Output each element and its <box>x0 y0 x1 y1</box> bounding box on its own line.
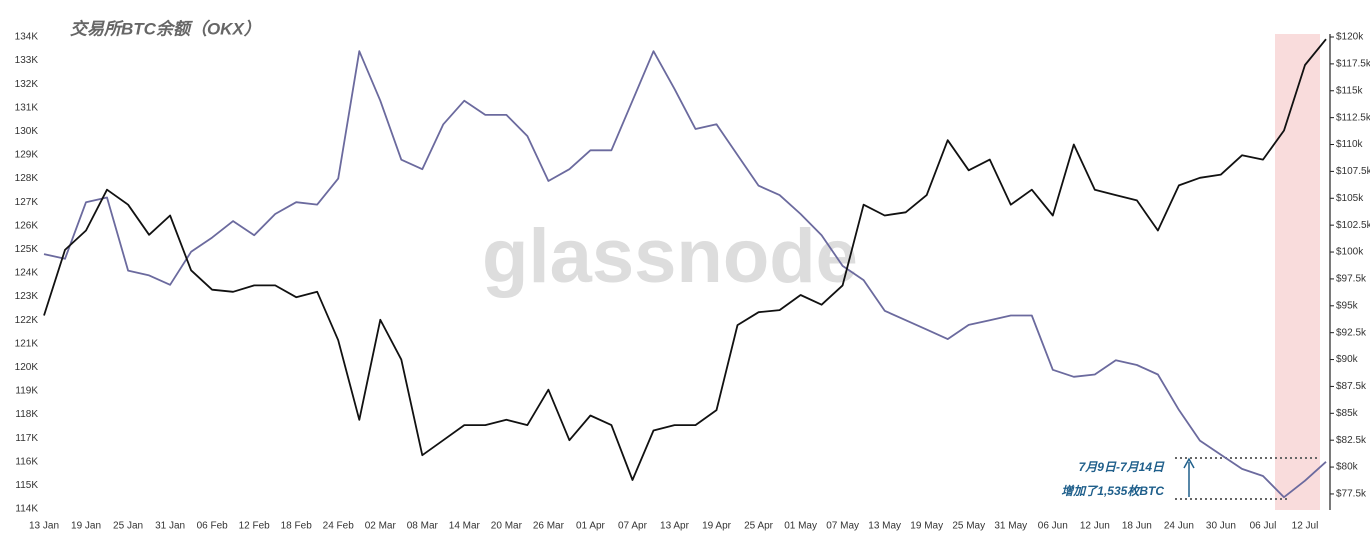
x-tick-label: 12 Jun <box>1080 521 1110 532</box>
x-tick-label: 25 May <box>952 521 985 532</box>
x-tick-label: 31 Jan <box>155 521 185 532</box>
data-line <box>43 50 1327 499</box>
x-tick-label: 25 Jan <box>113 521 143 532</box>
x-tick-label: 12 Jul <box>1292 521 1319 532</box>
y2-tick-label: $90k <box>1336 354 1359 365</box>
x-tick-label: 07 Apr <box>618 521 648 532</box>
x-tick-label: 01 Apr <box>576 521 606 532</box>
x-tick-label: 13 Jan <box>29 521 59 532</box>
x-tick-label: 30 Jun <box>1206 521 1236 532</box>
y2-tick-label: $80k <box>1336 462 1359 473</box>
y-tick-label: 114K <box>15 504 38 515</box>
y-tick-label: 122K <box>15 315 39 326</box>
x-tick-label: 13 Apr <box>660 521 690 532</box>
x-tick-label: 14 Mar <box>449 521 481 532</box>
x-tick-label: 07 May <box>826 521 859 532</box>
x-tick-label: 20 Mar <box>491 521 523 532</box>
x-tick-label: 02 Mar <box>365 521 397 532</box>
annotation: 7月9日-7月14日 <box>1079 460 1165 474</box>
x-tick-label: 25 Apr <box>744 521 774 532</box>
y2-tick-label: $82.5k <box>1336 435 1367 446</box>
highlight-region <box>1275 34 1320 510</box>
x-tick-label: 24 Feb <box>323 521 355 532</box>
y2-tick-label: $117.5k <box>1336 59 1370 70</box>
y2-tick-label: $112.5k <box>1336 112 1370 123</box>
y-tick-label: 121K <box>15 338 39 349</box>
y-tick-label: 124K <box>15 268 39 279</box>
x-tick-label: 31 May <box>994 521 1027 532</box>
y-tick-label: 116K <box>15 456 38 467</box>
y2-tick-label: $105k <box>1336 193 1364 204</box>
y2-tick-label: $100k <box>1336 247 1364 258</box>
x-tick-label: 12 Feb <box>239 521 271 532</box>
y-tick-label: 115K <box>15 480 38 491</box>
y-tick-label: 125K <box>15 244 39 255</box>
y-tick-label: 118K <box>15 409 38 420</box>
x-tick-label: 24 Jun <box>1164 521 1194 532</box>
x-tick-label: 19 Jan <box>71 521 101 532</box>
y-tick-label: 132K <box>15 79 39 90</box>
watermark: glassnode <box>482 214 858 299</box>
y2-tick-label: $110k <box>1336 139 1364 150</box>
x-tick-label: 18 Feb <box>281 521 313 532</box>
x-tick-label: 26 Mar <box>533 521 565 532</box>
y-tick-label: 120K <box>15 362 39 373</box>
x-tick-label: 01 May <box>784 521 817 532</box>
annotation: 增加了1,535枚BTC <box>1061 484 1164 498</box>
y-tick-label: 128K <box>15 173 39 184</box>
x-tick-label: 13 May <box>868 521 901 532</box>
y2-tick-label: $87.5k <box>1336 381 1367 392</box>
y-tick-label: 129K <box>15 150 39 161</box>
data-line <box>43 38 1327 481</box>
y-tick-label: 127K <box>15 197 39 208</box>
x-tick-label: 06 Feb <box>197 521 229 532</box>
y-tick-label: 123K <box>15 291 39 302</box>
y2-tick-label: $120k <box>1336 32 1364 43</box>
y-tick-label: 117K <box>15 433 38 444</box>
x-tick-label: 06 Jul <box>1250 521 1277 532</box>
y-tick-label: 133K <box>15 55 39 66</box>
y2-tick-label: $95k <box>1336 300 1359 311</box>
y2-tick-label: $115k <box>1336 85 1364 96</box>
y-tick-label: 119K <box>15 386 38 397</box>
chart-title: 交易所BTC余额（OKX） <box>70 19 261 38</box>
y2-tick-label: $77.5k <box>1336 489 1367 500</box>
x-tick-label: 06 Jun <box>1038 521 1068 532</box>
y-tick-label: 130K <box>15 126 39 137</box>
y2-tick-label: $102.5k <box>1336 220 1370 231</box>
x-tick-label: 08 Mar <box>407 521 439 532</box>
x-tick-label: 19 May <box>910 521 943 532</box>
x-tick-label: 18 Jun <box>1122 521 1152 532</box>
y2-tick-label: $97.5k <box>1336 274 1367 285</box>
x-tick-label: 19 Apr <box>702 521 732 532</box>
y-tick-label: 131K <box>15 102 39 113</box>
y2-tick-label: $85k <box>1336 408 1359 419</box>
y-tick-label: 134K <box>15 32 39 43</box>
y2-tick-label: $92.5k <box>1336 327 1367 338</box>
y2-tick-label: $107.5k <box>1336 166 1370 177</box>
arrow-head <box>1183 457 1195 469</box>
y-tick-label: 126K <box>15 220 39 231</box>
